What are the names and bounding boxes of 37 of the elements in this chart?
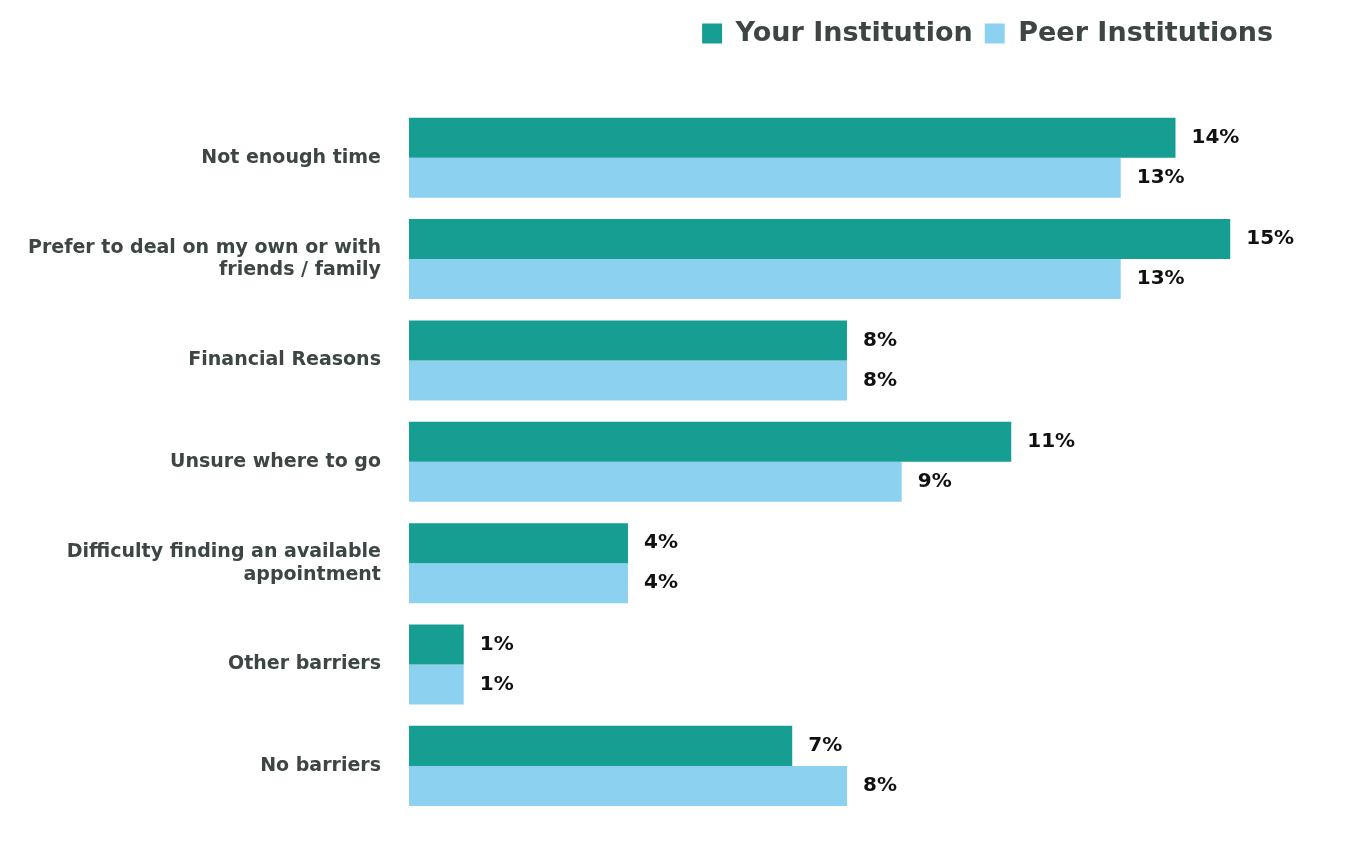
data-label: 9% [917, 468, 952, 493]
bar [408, 117, 1176, 158]
bar [408, 624, 464, 665]
bar [408, 461, 902, 502]
bar [408, 725, 793, 766]
data-label: 8% [862, 772, 897, 797]
bar [408, 421, 1012, 462]
data-label: 8% [862, 326, 897, 351]
data-label: 13% [1136, 163, 1185, 188]
bar [408, 320, 847, 361]
bar [408, 664, 464, 705]
bar [408, 157, 1121, 198]
bar [408, 765, 847, 806]
y-tick-label: Unsure where to go [170, 448, 381, 471]
y-tick-label: No barriers [260, 752, 381, 775]
bar [408, 219, 1231, 260]
y-tick-label: Financial Reasons [188, 347, 381, 370]
bar [408, 360, 847, 401]
y-tick-label: Prefer to deal on my own or with friends / family [27, 234, 382, 280]
data-label: 7% [808, 732, 843, 757]
data-label: 15% [1246, 225, 1295, 250]
data-label: 4% [643, 569, 678, 594]
bar [408, 523, 628, 564]
bar [408, 563, 628, 604]
data-label: 1% [479, 630, 514, 655]
data-label: 11% [1027, 427, 1076, 452]
legend-label: Your Institution [734, 15, 973, 47]
y-tick-label: Difficulty finding an available appointment [66, 538, 381, 584]
data-label: 8% [862, 366, 897, 391]
data-label: 4% [643, 529, 678, 554]
data-label: 14% [1191, 123, 1240, 148]
data-label: 1% [479, 670, 514, 695]
legend-label: Peer Institutions [1018, 15, 1274, 47]
data-label: 13% [1136, 265, 1185, 290]
y-tick-label: Other barriers [228, 651, 381, 674]
y-tick-label: Not enough time [201, 144, 381, 167]
bar [408, 259, 1121, 300]
